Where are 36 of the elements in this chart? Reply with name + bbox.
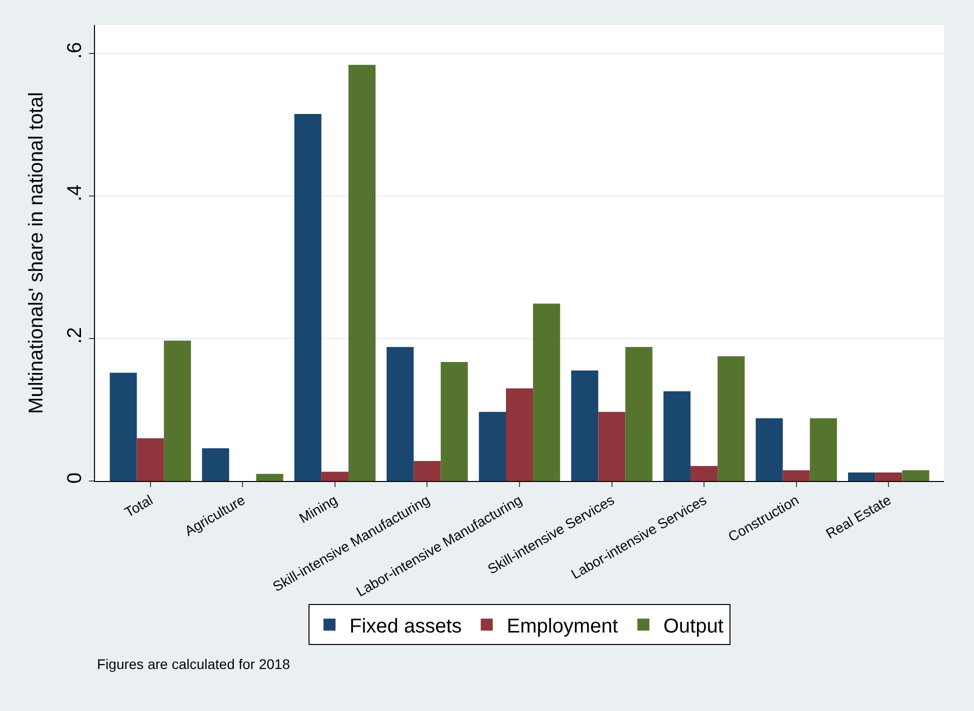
bar: [294, 114, 322, 481]
bar: [625, 347, 652, 481]
bar: [902, 470, 930, 481]
bar: [386, 347, 414, 481]
y-tick-label: .6: [64, 42, 86, 59]
legend-label: Employment: [506, 615, 618, 638]
bar: [256, 474, 284, 481]
text: Figures are calculated for 2018: [97, 656, 290, 672]
bar: [506, 388, 534, 481]
bar: [598, 412, 626, 481]
bar: [321, 472, 348, 481]
legend-label: Output: [663, 615, 724, 638]
bar: [202, 448, 230, 481]
bar: [164, 340, 191, 481]
bar: [810, 418, 837, 481]
bar: [571, 370, 598, 481]
bar: [756, 418, 783, 481]
bar: [663, 391, 691, 481]
bar: [136, 438, 164, 481]
bar: [848, 472, 876, 481]
y-axis-title: Multinationals' share in national total: [26, 92, 48, 414]
x-tick-label: Total: [122, 492, 156, 520]
bar: [875, 472, 902, 481]
y-tick-label: 0: [64, 472, 86, 484]
bar: [718, 356, 745, 481]
bar: [690, 466, 718, 481]
bar: [782, 470, 810, 481]
y-tick-label: .2: [64, 327, 86, 344]
bar: [440, 362, 468, 481]
bar: [110, 372, 137, 481]
bar: [478, 412, 506, 481]
bar: [414, 461, 441, 481]
y-tick-label: .4: [64, 184, 86, 202]
legend-label: Fixed assets: [350, 615, 462, 638]
bar: [533, 304, 560, 481]
bar: [348, 64, 376, 481]
